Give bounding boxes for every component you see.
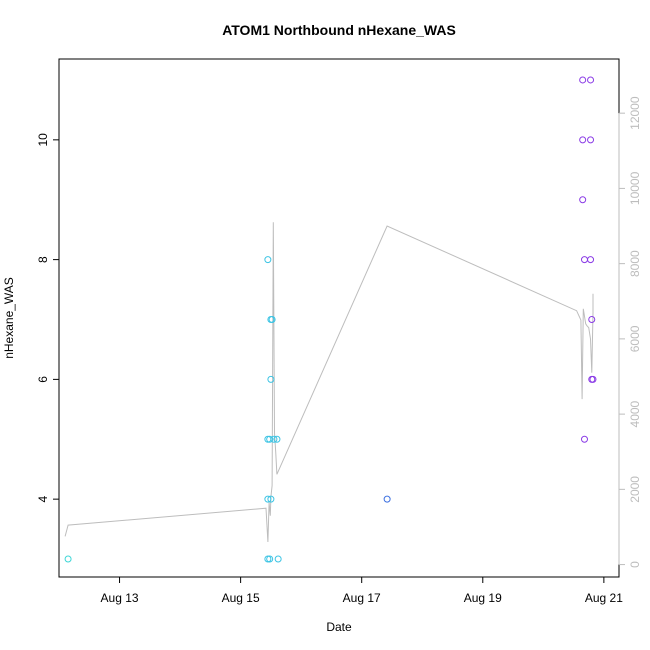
data-point	[579, 196, 587, 204]
y2-tick-label: 0	[628, 561, 642, 568]
data-point	[274, 555, 282, 563]
data-point	[267, 495, 275, 503]
y2-tick-label: 8000	[628, 250, 642, 277]
data-point	[580, 256, 588, 264]
data-point	[264, 256, 272, 264]
data-point	[587, 136, 595, 144]
points-layer	[64, 76, 597, 563]
y-axis-label: nHexane_WAS	[2, 277, 16, 359]
x-axis: Aug 13 Aug 15 Aug 17 Aug 19 Aug 21	[101, 576, 623, 605]
data-point	[264, 555, 272, 563]
data-point	[383, 495, 391, 503]
y-axis-right: 0 2000 4000 6000 8000 10000 12000	[618, 96, 642, 568]
line-series-layer	[64, 222, 594, 543]
y-tick-label: 8	[36, 256, 50, 263]
data-point	[267, 375, 275, 383]
chart-title: ATOM1 Northbound nHexane_WAS	[222, 22, 456, 38]
series-line	[64, 222, 594, 543]
y2-tick-label: 12000	[628, 96, 642, 130]
y-axis-left: 4 6 8 10	[36, 133, 60, 502]
data-point	[270, 435, 278, 443]
data-point	[579, 136, 587, 144]
data-point	[587, 256, 595, 264]
data-point	[264, 495, 272, 503]
data-point	[268, 315, 276, 323]
x-tick-label: Aug 15	[222, 591, 260, 605]
y-tick-label: 10	[36, 133, 50, 147]
data-point	[587, 76, 595, 84]
x-tick-label: Aug 13	[101, 591, 139, 605]
x-tick-label: Aug 17	[343, 591, 381, 605]
plot-frame	[58, 58, 620, 578]
y2-tick-label: 2000	[628, 476, 642, 503]
x-tick-label: Aug 21	[585, 591, 623, 605]
data-point	[273, 435, 281, 443]
y2-tick-label: 4000	[628, 400, 642, 427]
data-point	[266, 555, 274, 563]
y2-tick-label: 6000	[628, 325, 642, 352]
x-axis-label: Date	[326, 620, 352, 634]
y-tick-label: 4	[36, 495, 50, 502]
y2-tick-label: 10000	[628, 171, 642, 205]
data-point	[588, 315, 596, 323]
data-point	[64, 555, 72, 563]
data-point	[589, 375, 597, 383]
y-tick-label: 6	[36, 376, 50, 383]
data-point	[579, 76, 587, 84]
data-point	[580, 435, 588, 443]
x-tick-label: Aug 19	[464, 591, 502, 605]
data-point	[266, 435, 274, 443]
